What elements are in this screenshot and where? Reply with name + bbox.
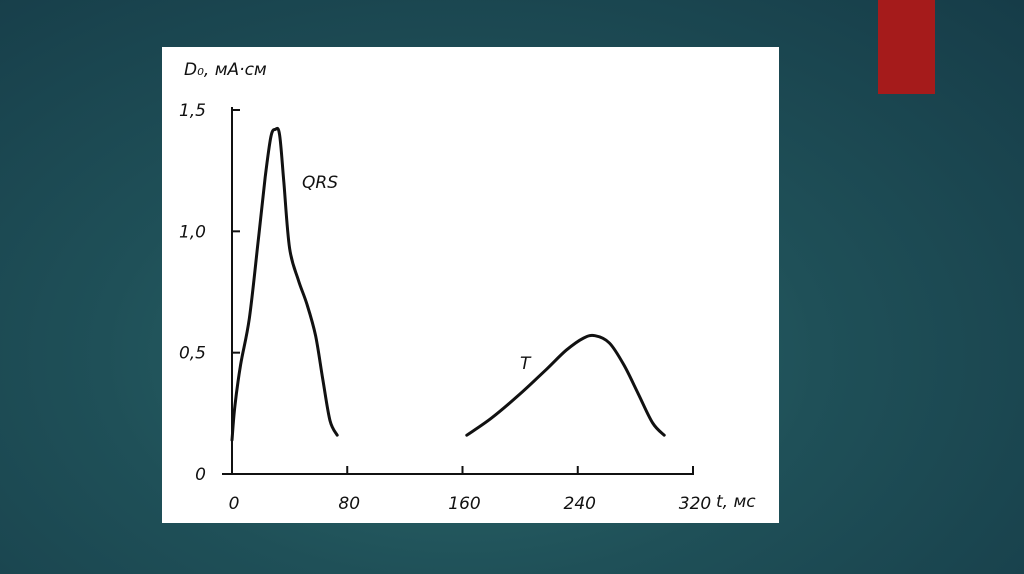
x-tick-label: 320 <box>679 494 711 514</box>
x-axis-label: t, мс <box>716 492 756 512</box>
y-tick-label: 0,5 <box>179 344 206 364</box>
x-ticks: 0 80 160 240 320 <box>229 466 711 514</box>
x-tick-label: 240 <box>564 494 596 514</box>
series-label-t: T <box>520 354 532 374</box>
series-label-qrs: QRS <box>302 173 338 193</box>
dipole-moment-chart: 00,51,01,5 0 80 160 240 320 D₀, мА·см t, мс … <box>179 60 756 514</box>
y-axis-label: D₀, мА·см <box>184 60 267 80</box>
y-ticks: 0 0,5 1,0 1,5 <box>179 101 240 485</box>
series-line-qrs <box>230 126 339 442</box>
x-tick-label: 80 <box>338 494 360 514</box>
x-tick-label: 160 <box>448 494 480 514</box>
y-tick-label: 0 <box>195 465 206 485</box>
series-group <box>230 126 666 442</box>
x-tick-label: 0 <box>229 494 240 514</box>
chart-figure: 0 0,5 1,0 1,5 0 80 160 240 320 D₀, мА·см t, мс … <box>162 47 779 523</box>
y-tick-label: 1,0 <box>179 222 206 242</box>
y-tick-label: 1,5 <box>179 101 206 121</box>
slide-accent-tab <box>878 0 935 94</box>
series-line-t <box>465 333 666 437</box>
